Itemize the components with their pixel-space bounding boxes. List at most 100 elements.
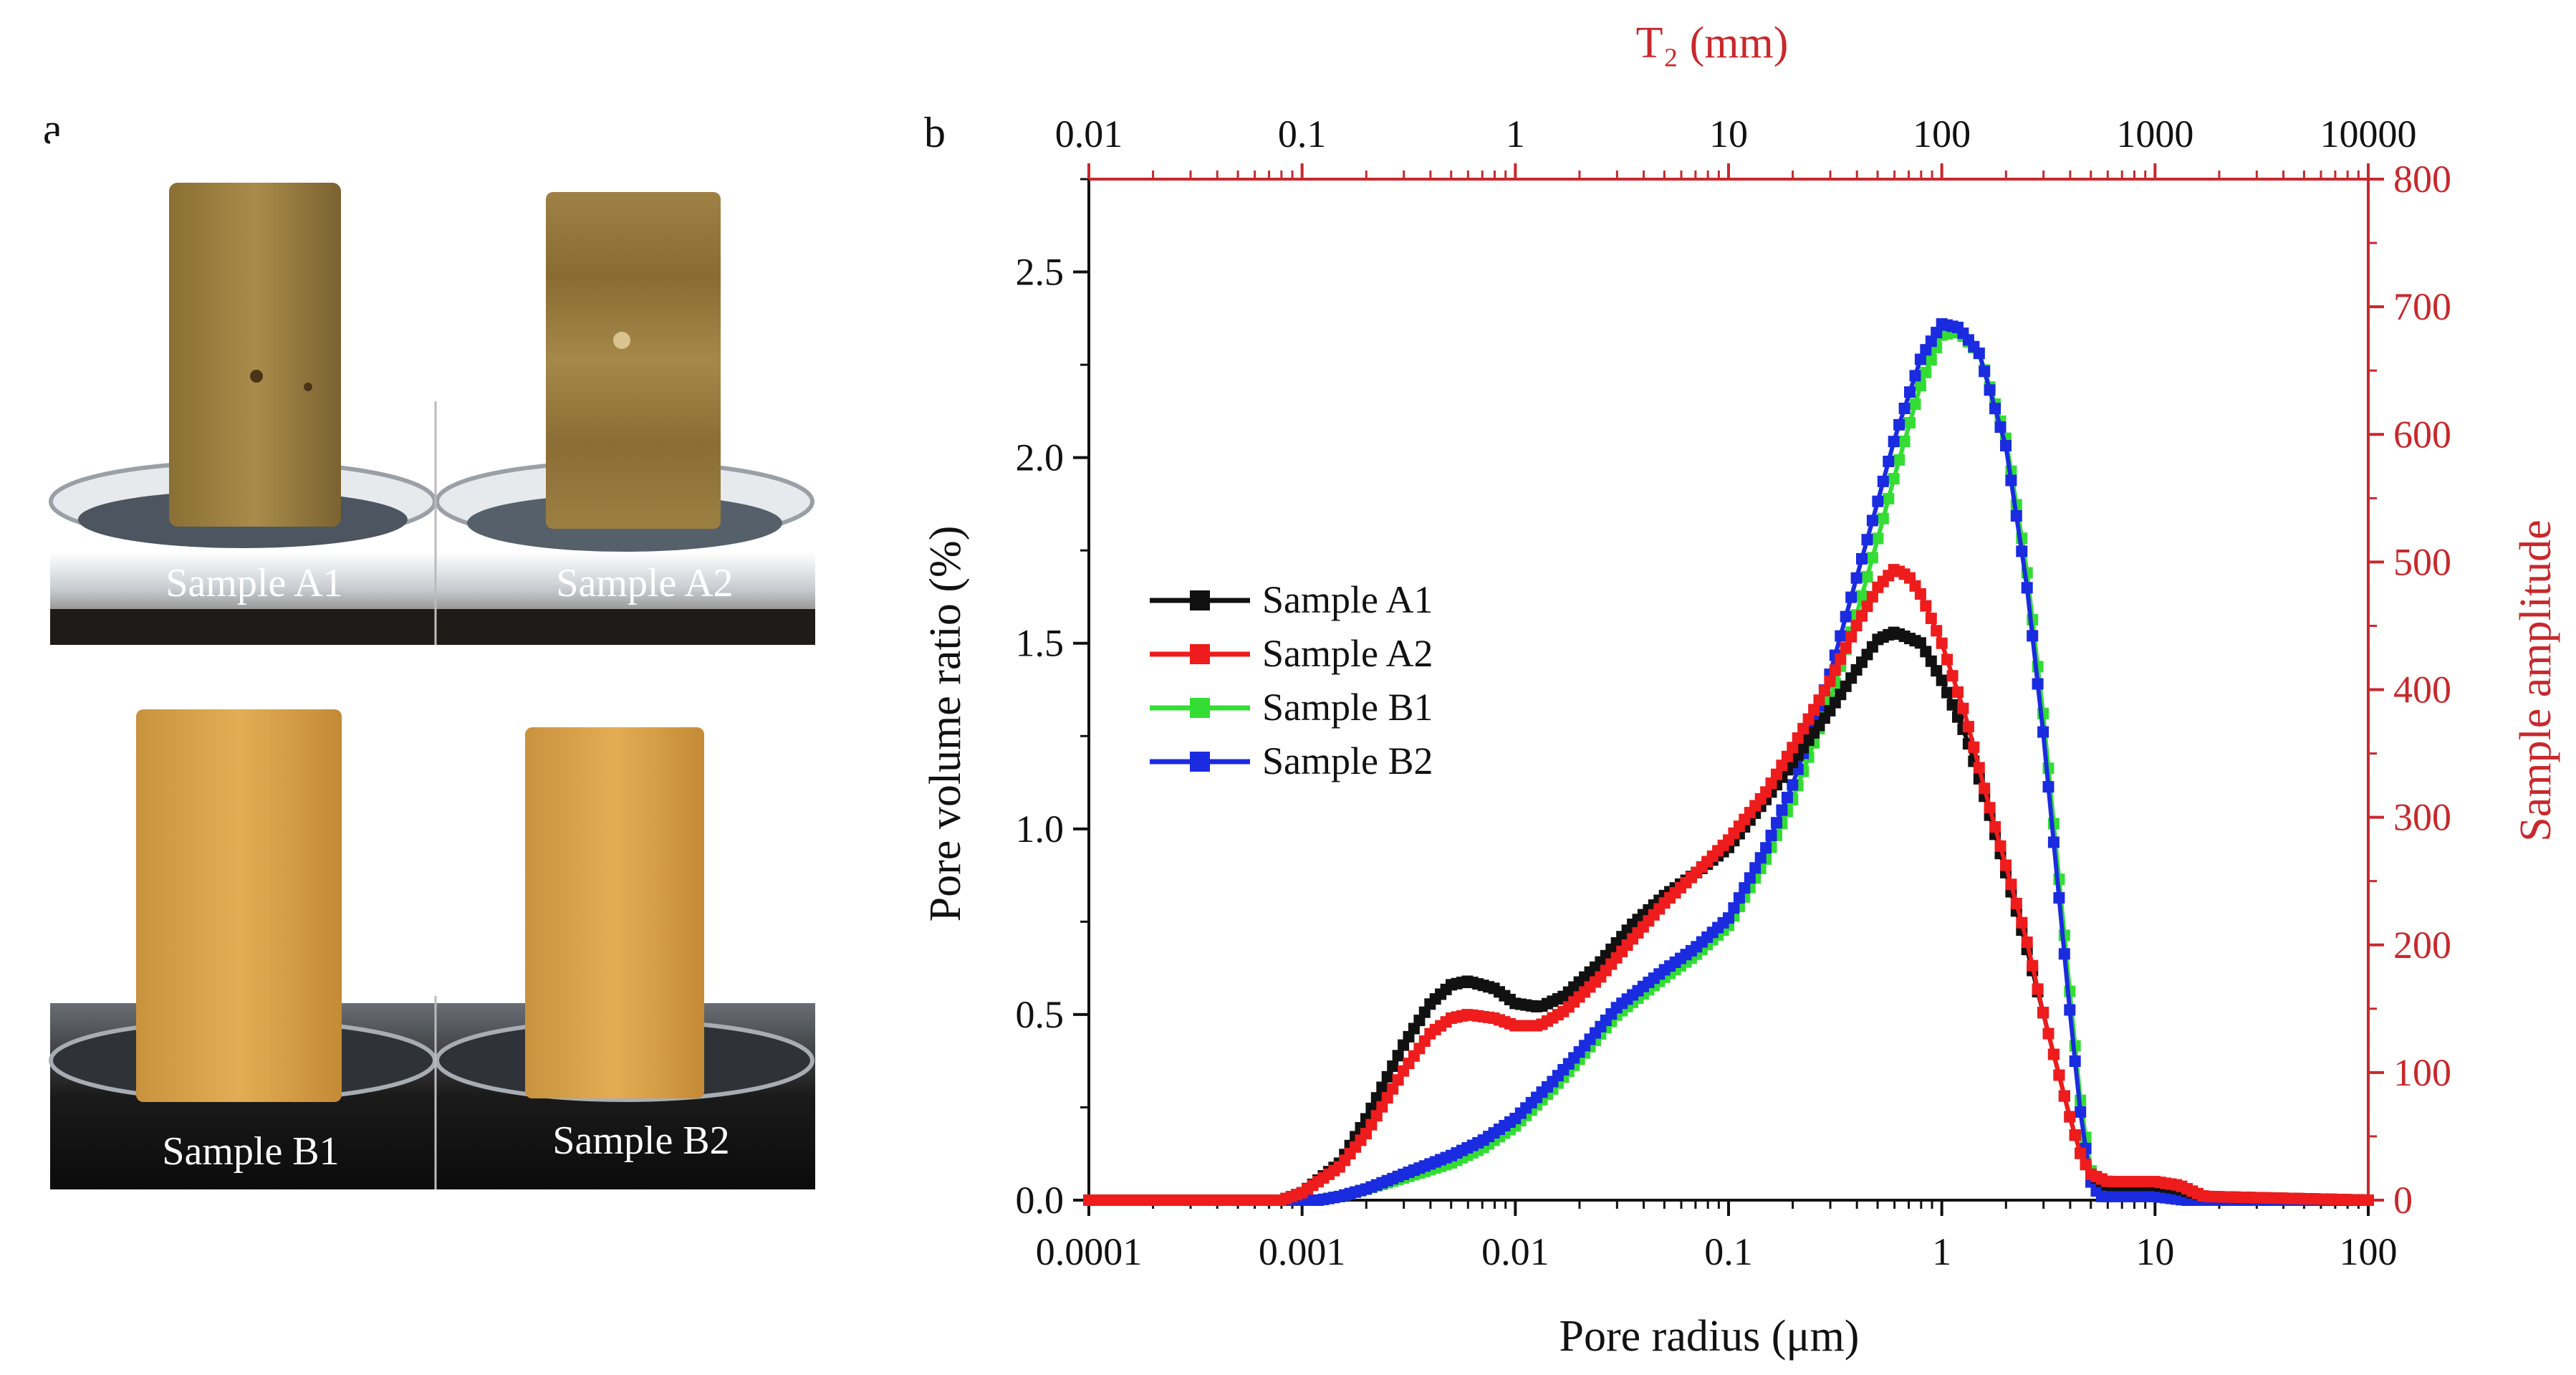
- data-point: [1925, 335, 1937, 348]
- x2-tick-label: 10000: [2320, 112, 2417, 155]
- data-point: [1813, 694, 1825, 706]
- x-tick-label: 0.1: [1704, 1230, 1753, 1273]
- y2-axis-title: Sample amplitude: [2512, 519, 2560, 841]
- data-point: [2027, 959, 2039, 972]
- data-point: [1840, 610, 1852, 623]
- data-point: [1728, 902, 1740, 914]
- y-tick-label: 0.0: [1016, 1179, 1064, 1222]
- x-tick-label: 1: [1932, 1230, 1951, 1273]
- data-point: [1749, 862, 1762, 874]
- data-point: [2047, 1048, 2060, 1060]
- data-point: [1856, 610, 1868, 622]
- y2-tick-label: 800: [2393, 158, 2451, 201]
- panel-b-letter: b: [924, 109, 946, 156]
- data-point: [1765, 777, 1777, 790]
- data-point: [1787, 742, 1799, 754]
- data-point: [1723, 912, 1734, 924]
- photo-sample-a1: Sample A1: [49, 136, 437, 645]
- data-point: [1392, 1074, 1404, 1086]
- data-point: [1797, 722, 1810, 734]
- panel-b-chart: b 0.0001 0.001 0.01 0.1 1 10 100 0.00.51.01.52…: [921, 19, 2560, 1361]
- data-point: [1979, 782, 1991, 795]
- data-point: [1845, 591, 1857, 603]
- data-point: [2000, 859, 2012, 871]
- data-point: [2037, 726, 2049, 738]
- data-point: [1952, 686, 1964, 698]
- data-point: [1381, 1092, 1393, 1104]
- data-point: [1829, 664, 1841, 676]
- data-point: [1835, 630, 1847, 642]
- data-point: [2058, 948, 2070, 960]
- data-point: [1824, 675, 1836, 687]
- data-point: [1808, 704, 1820, 716]
- data-point: [1787, 779, 1799, 791]
- x2-tick-label: 100: [1913, 112, 1971, 155]
- data-point: [1883, 456, 1895, 467]
- data-point: [1914, 637, 1926, 649]
- data-point: [2047, 836, 2060, 848]
- legend-item-b2: Sample B2: [1150, 739, 1433, 782]
- data-point: [1941, 686, 1953, 699]
- x-axis-title: Pore radius (μm): [1559, 1312, 1860, 1361]
- data-point: [1877, 475, 1889, 487]
- y-axis-title: Pore volume ratio (%): [921, 526, 970, 922]
- y2-tick-label: 300: [2393, 796, 2451, 839]
- data-point: [1376, 1101, 1388, 1113]
- x2-tick-label: 1000: [2116, 112, 2193, 155]
- data-point: [2075, 1106, 2087, 1118]
- data-point: [1888, 473, 1900, 485]
- data-point: [1744, 872, 1756, 884]
- data-point: [1989, 403, 2001, 415]
- data-point: [2053, 1069, 2065, 1081]
- data-point: [1760, 842, 1772, 854]
- data-point: [1781, 750, 1793, 762]
- legend-item-a1: Sample A1: [1150, 578, 1433, 621]
- data-point: [1760, 786, 1772, 798]
- data-point: [1733, 892, 1745, 904]
- data-point: [2042, 781, 2054, 793]
- data-point: [1771, 817, 1782, 829]
- data-point: [1893, 454, 1905, 466]
- data-point: [1802, 713, 1815, 725]
- legend-label-b2: Sample B2: [1262, 739, 1433, 782]
- data-point: [1888, 436, 1900, 448]
- data-point: [1925, 655, 1937, 667]
- x-tick-label: 0.0001: [1036, 1230, 1143, 1273]
- x-tick-label: 0.01: [1481, 1230, 1549, 1273]
- data-point: [1883, 492, 1895, 504]
- data-point: [2005, 878, 2017, 891]
- data-point: [1387, 1060, 1399, 1072]
- data-point: [1904, 417, 1916, 428]
- photo-sample-b2: Sample B2: [435, 702, 815, 1189]
- x-tick-label: 10: [2135, 1230, 2174, 1273]
- data-point: [1909, 370, 1921, 382]
- data-point: [2037, 1007, 2049, 1019]
- data-point: [1381, 1070, 1393, 1083]
- data-point: [1989, 821, 2001, 833]
- data-point: [1941, 653, 1953, 666]
- x2-tick-label: 1: [1506, 112, 1525, 155]
- y2-tick-label: 400: [2393, 669, 2451, 712]
- data-point: [1387, 1083, 1399, 1095]
- data-point: [1931, 665, 1943, 677]
- data-point: [1898, 436, 1911, 447]
- series-sample-a2: [1083, 564, 2374, 1206]
- x-ticks-top: 0.01 0.1 1 10 100 1000 10000: [1055, 112, 2417, 179]
- data-point: [2005, 474, 2017, 487]
- data-point: [1914, 380, 1926, 392]
- data-point: [1979, 365, 1991, 378]
- data-point: [2032, 678, 2044, 690]
- y2-tick-label: 500: [2393, 540, 2451, 583]
- data-point: [1914, 588, 1926, 600]
- series-layer: [1083, 318, 2374, 1206]
- data-point: [1914, 353, 1926, 365]
- data-point: [1898, 403, 1911, 414]
- data-point: [2058, 1090, 2070, 1102]
- data-point: [1877, 512, 1889, 524]
- data-point: [2027, 630, 2039, 642]
- data-point: [1931, 625, 1943, 637]
- data-point: [1936, 674, 1948, 686]
- data-point: [1845, 631, 1857, 643]
- legend-item-b1: Sample B1: [1150, 686, 1433, 729]
